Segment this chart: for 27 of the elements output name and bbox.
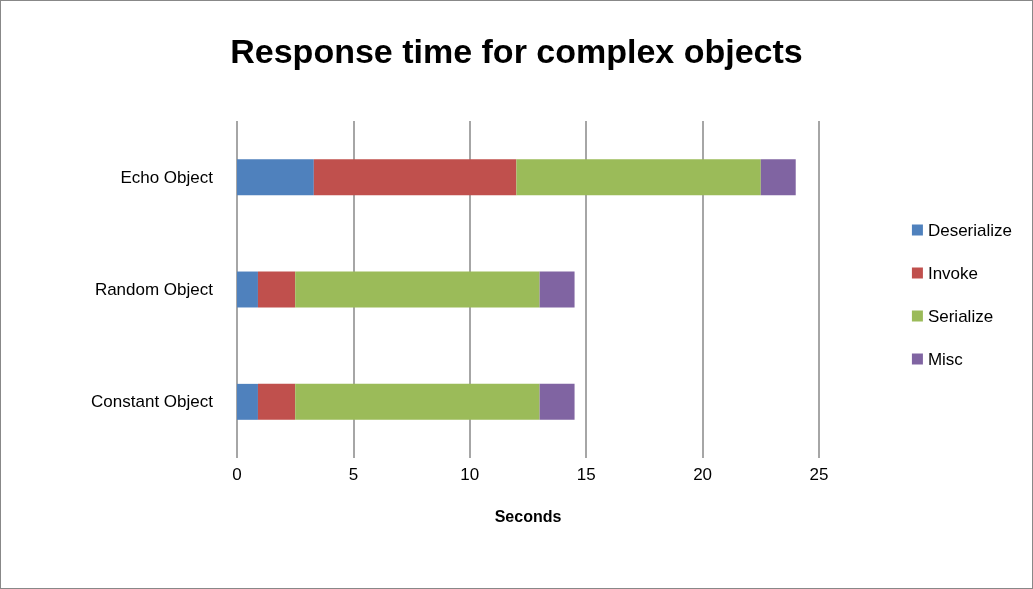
y-tick-label: Random Object [94,280,214,299]
x-tick-label: 10 [460,465,480,484]
y-tick-label: Constant Object [91,392,214,412]
x-axis-title: Seconds [494,507,562,525]
bar [516,159,761,196]
bar [539,383,575,420]
bar [237,271,258,308]
bar [237,159,314,196]
bar [257,271,296,308]
bar [257,383,296,420]
x-tick-label: 20 [693,465,713,484]
bar [237,383,258,420]
legend-label: Deserialize [927,220,1013,240]
x-tick-label: 5 [348,465,359,484]
bar [760,159,796,196]
x-tick-label: 15 [576,465,596,484]
legend-label: Invoke [927,263,979,283]
bar [539,271,575,308]
x-tick-label: 0 [232,465,242,484]
x-tick-label: 25 [809,465,829,484]
bar [313,159,517,196]
bar [295,383,540,420]
bar [295,271,540,308]
chart-title: Response time for complex objects [230,32,803,70]
legend-label: Misc [927,349,964,369]
y-tick-label: Echo Object [120,167,214,187]
legend-label: Serialize [927,306,994,326]
